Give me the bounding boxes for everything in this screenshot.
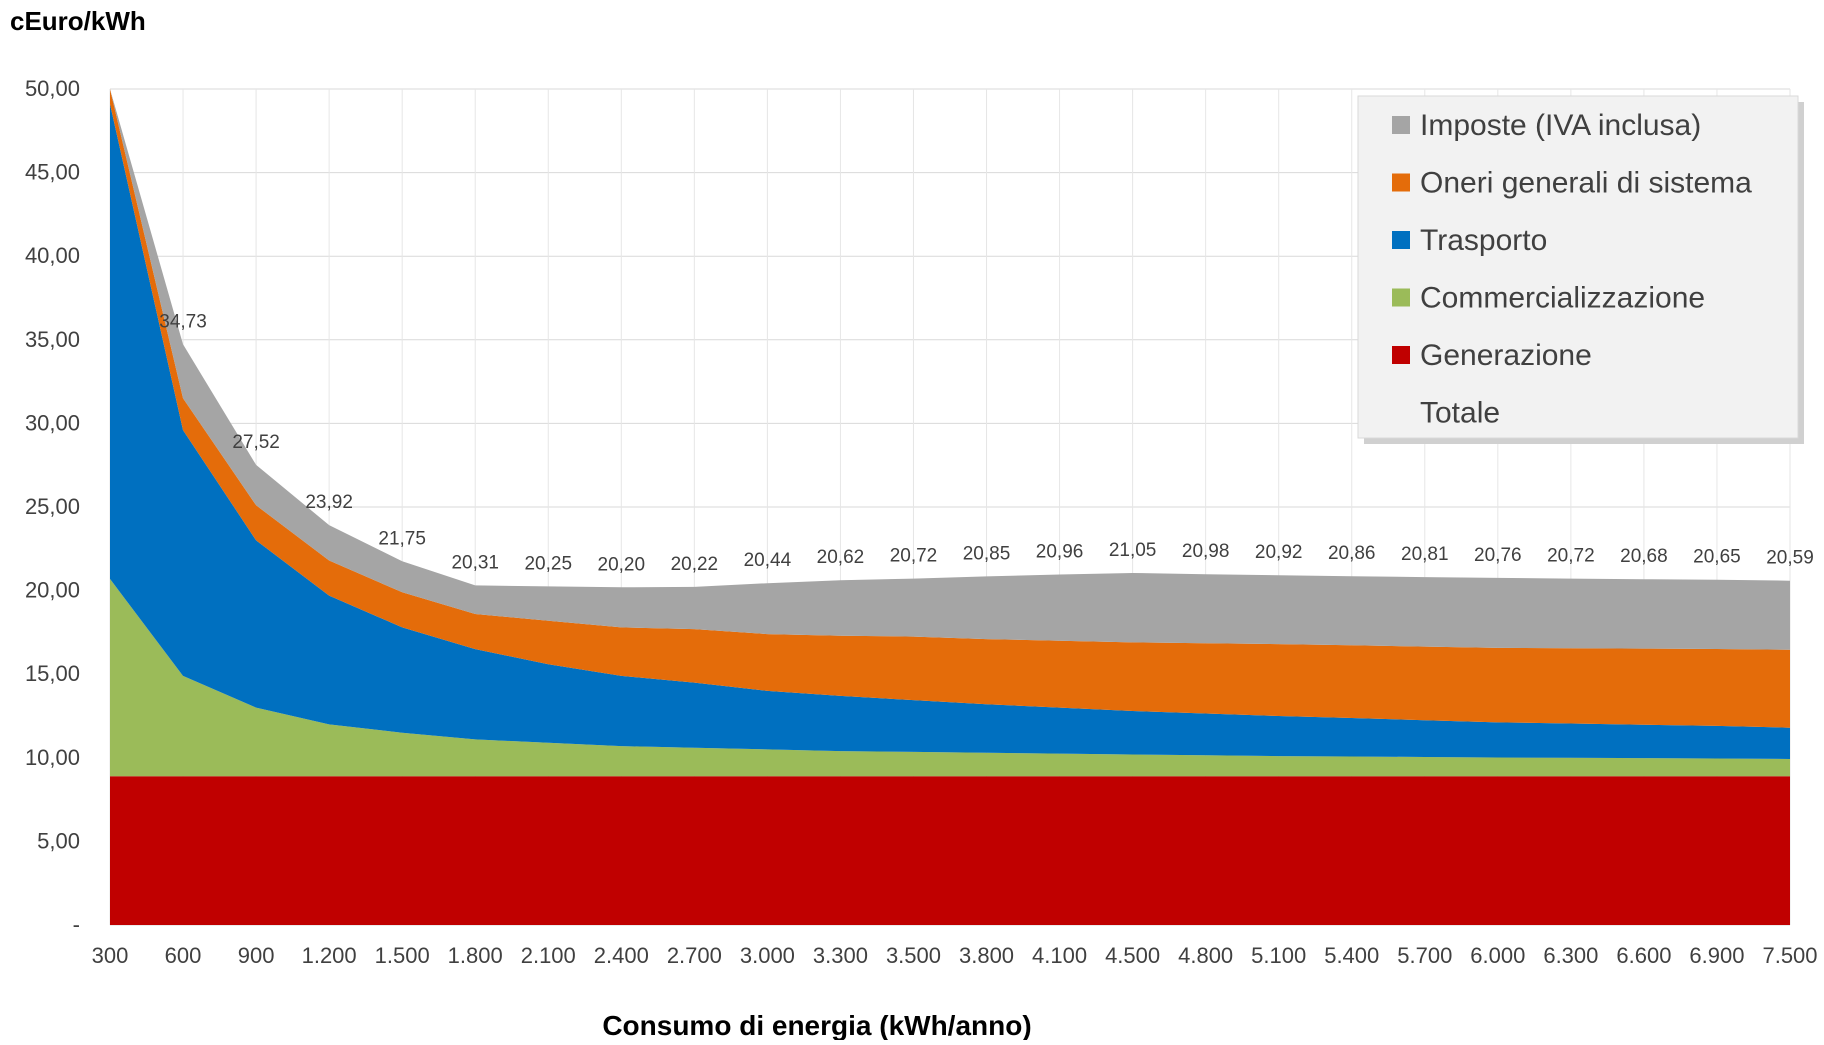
legend-swatch-generazione — [1392, 346, 1410, 364]
total-data-label: 20,68 — [1620, 546, 1668, 567]
y-tick-label: 50,00 — [25, 76, 80, 101]
total-data-label: 21,05 — [1109, 540, 1157, 561]
legend-box — [1357, 95, 1799, 439]
total-data-label: 20,62 — [817, 547, 865, 568]
area-trasporto — [110, 104, 1790, 759]
legend-label-trasporto: Trasporto — [1420, 224, 1547, 257]
y-axis-ticks: - 5,00 10,00 15,00 20,00 25,00 30,00 35,00 40,00… — [25, 76, 80, 937]
total-data-label: 20,86 — [1328, 543, 1376, 564]
legend-label-generazione: Generazione — [1420, 339, 1592, 372]
x-tick-label: 6.600 — [1616, 943, 1671, 968]
y-tick-label: 15,00 — [25, 661, 80, 686]
x-tick-label: 2.400 — [594, 943, 649, 968]
total-data-label: 20,72 — [1547, 546, 1595, 567]
x-tick-label: 5.400 — [1324, 943, 1379, 968]
y-tick-label: 25,00 — [25, 494, 80, 519]
total-data-label: 21,75 — [378, 528, 426, 549]
area-generazione — [110, 776, 1790, 925]
total-data-label: 20,31 — [451, 552, 499, 573]
x-tick-label: 2.700 — [667, 943, 722, 968]
x-tick-label: 1.200 — [302, 943, 357, 968]
legend-swatch-oneri-generali-di-sistema — [1392, 173, 1410, 192]
legend-label-oneri-generali-di-sistema: Oneri generali di sistema — [1420, 167, 1752, 200]
total-data-label: 27,52 — [232, 432, 280, 453]
legend-label-commercializzazione: Commercializzazione — [1420, 282, 1705, 315]
x-axis-ticks: 300 600 900 1.200 1.500 1.800 2.100 2.400 2.700 3… — [92, 943, 1818, 968]
x-tick-label: 7.500 — [1762, 943, 1817, 968]
total-data-label: 20,22 — [671, 554, 719, 575]
y-tick-label: 20,00 — [25, 578, 80, 603]
x-tick-label: 4.500 — [1105, 943, 1160, 968]
total-data-label: 20,25 — [524, 553, 572, 574]
areas — [110, 89, 1790, 925]
y-axis-label: cEuro/kWh — [10, 6, 146, 36]
y-tick-label: 35,00 — [25, 327, 80, 352]
x-tick-label: 2.100 — [521, 943, 576, 968]
area-oneri-generali-di-sistema — [110, 89, 1790, 728]
legend-swatch-trasporto — [1392, 231, 1410, 249]
area-imposte-iva-inclusa — [110, 89, 1790, 650]
x-tick-label: 5.100 — [1251, 943, 1306, 968]
y-tick-label: 10,00 — [25, 745, 80, 770]
legend-swatch-imposte-iva-inclusa — [1392, 116, 1410, 134]
total-data-label: 20,20 — [598, 554, 646, 575]
total-data-label: 20,85 — [963, 543, 1011, 564]
y-tick-label: - — [73, 912, 80, 937]
x-axis-label: Consumo di energia (kWh/anno) — [602, 1010, 1031, 1040]
x-tick-label: 3.000 — [740, 943, 795, 968]
total-data-label: 20,76 — [1474, 545, 1522, 566]
total-data-labels: 34,73 27,52 23,92 21,75 20,31 20,25 20,20 20,22… — [159, 311, 1814, 575]
x-tick-label: 6.300 — [1543, 943, 1598, 968]
x-tick-label: 1.800 — [448, 943, 503, 968]
total-data-label: 34,73 — [159, 311, 207, 332]
total-data-label: 20,81 — [1401, 544, 1449, 565]
total-data-label: 20,92 — [1255, 542, 1303, 563]
x-tick-label: 3.800 — [959, 943, 1014, 968]
x-tick-label: 900 — [238, 943, 275, 968]
total-data-label: 20,72 — [890, 546, 938, 567]
total-data-label: 20,65 — [1693, 547, 1741, 568]
legend-swatch-commercializzazione — [1392, 288, 1410, 307]
x-tick-label: 1.500 — [375, 943, 430, 968]
x-tick-label: 300 — [92, 943, 129, 968]
total-data-label: 20,44 — [744, 550, 792, 571]
x-tick-label: 3.500 — [886, 943, 941, 968]
y-tick-label: 5,00 — [37, 828, 80, 853]
x-tick-label: 3.300 — [813, 943, 868, 968]
y-tick-label: 40,00 — [25, 243, 80, 268]
total-data-label: 23,92 — [305, 492, 353, 513]
y-tick-label: 30,00 — [25, 410, 80, 435]
legend-items: Imposte (IVA inclusa) Oneri generali di s… — [1392, 109, 1752, 430]
x-tick-label: 6.900 — [1689, 943, 1744, 968]
x-tick-label: 4.100 — [1032, 943, 1087, 968]
legend-label-totale: Totale — [1420, 397, 1500, 430]
x-tick-label: 6.000 — [1470, 943, 1525, 968]
total-data-label: 20,98 — [1182, 541, 1230, 562]
legend-label-imposte-iva-inclusa: Imposte (IVA inclusa) — [1420, 109, 1701, 142]
total-data-label: 20,59 — [1766, 548, 1814, 569]
total-data-label: 20,96 — [1036, 542, 1084, 563]
x-tick-label: 600 — [165, 943, 202, 968]
legend: Imposte (IVA inclusa) Oneri generali di s… — [1357, 95, 1804, 444]
area-commercializzazione — [110, 578, 1790, 777]
x-tick-label: 4.800 — [1178, 943, 1233, 968]
y-tick-label: 45,00 — [25, 160, 80, 185]
x-tick-label: 5.700 — [1397, 943, 1452, 968]
